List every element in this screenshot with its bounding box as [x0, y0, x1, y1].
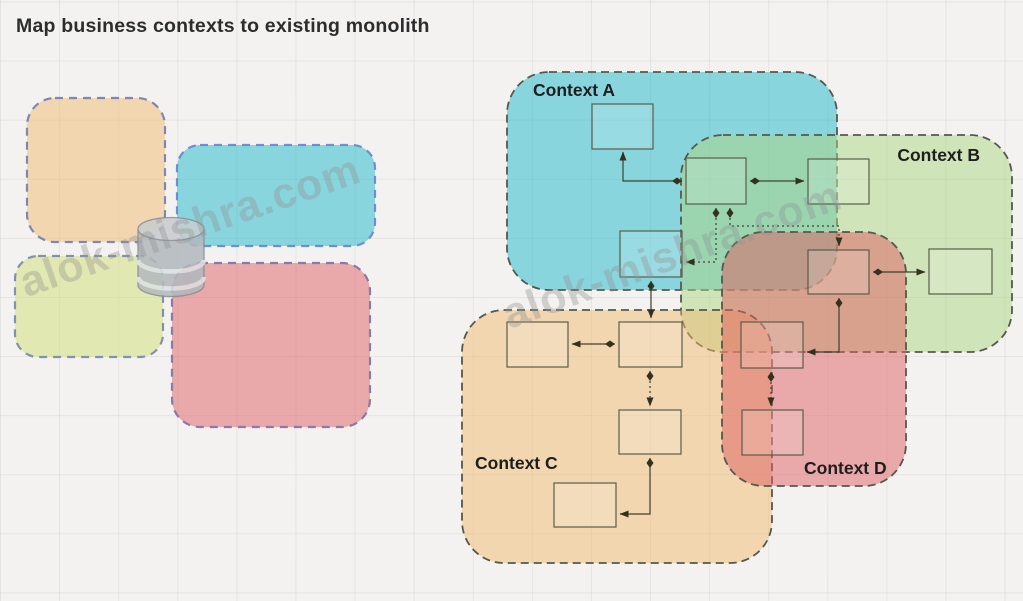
module-box-C3 [618, 409, 682, 455]
database-band-upper [135, 259, 207, 274]
database-band-lower [135, 276, 207, 291]
context-b-label: Context B [897, 145, 980, 165]
database-top [137, 216, 205, 242]
module-box-A2 [619, 230, 683, 278]
database-icon [135, 216, 207, 298]
context-d-label: Context D [804, 458, 887, 478]
context-c-label: Context C [475, 453, 558, 473]
connector-b1-a1 [619, 151, 682, 185]
module-box-B3 [928, 248, 993, 295]
module-box-B1 [685, 157, 747, 205]
monolith-block-cyan [175, 143, 377, 248]
context-d-region [721, 231, 907, 487]
connector-b1-d1 [726, 208, 843, 247]
page-title: Map business contexts to existing monoli… [16, 15, 430, 37]
module-box-D3 [741, 409, 804, 456]
connector-c3-c4 [619, 458, 654, 518]
module-box-C2 [618, 321, 683, 368]
connector-d1-d2 [806, 298, 843, 356]
monolith-block-orange [25, 96, 167, 244]
module-box-D2 [740, 321, 804, 369]
monolith-block-red [170, 261, 372, 429]
database-body [137, 229, 205, 298]
context-c-region [461, 309, 773, 564]
module-box-C1 [506, 321, 569, 368]
module-box-A1 [591, 103, 654, 150]
module-box-C4 [553, 482, 617, 528]
module-box-B2 [807, 158, 870, 205]
context-a-label: Context A [533, 80, 615, 100]
monolith-block-yellow [13, 254, 165, 359]
module-box-D1 [807, 249, 870, 295]
